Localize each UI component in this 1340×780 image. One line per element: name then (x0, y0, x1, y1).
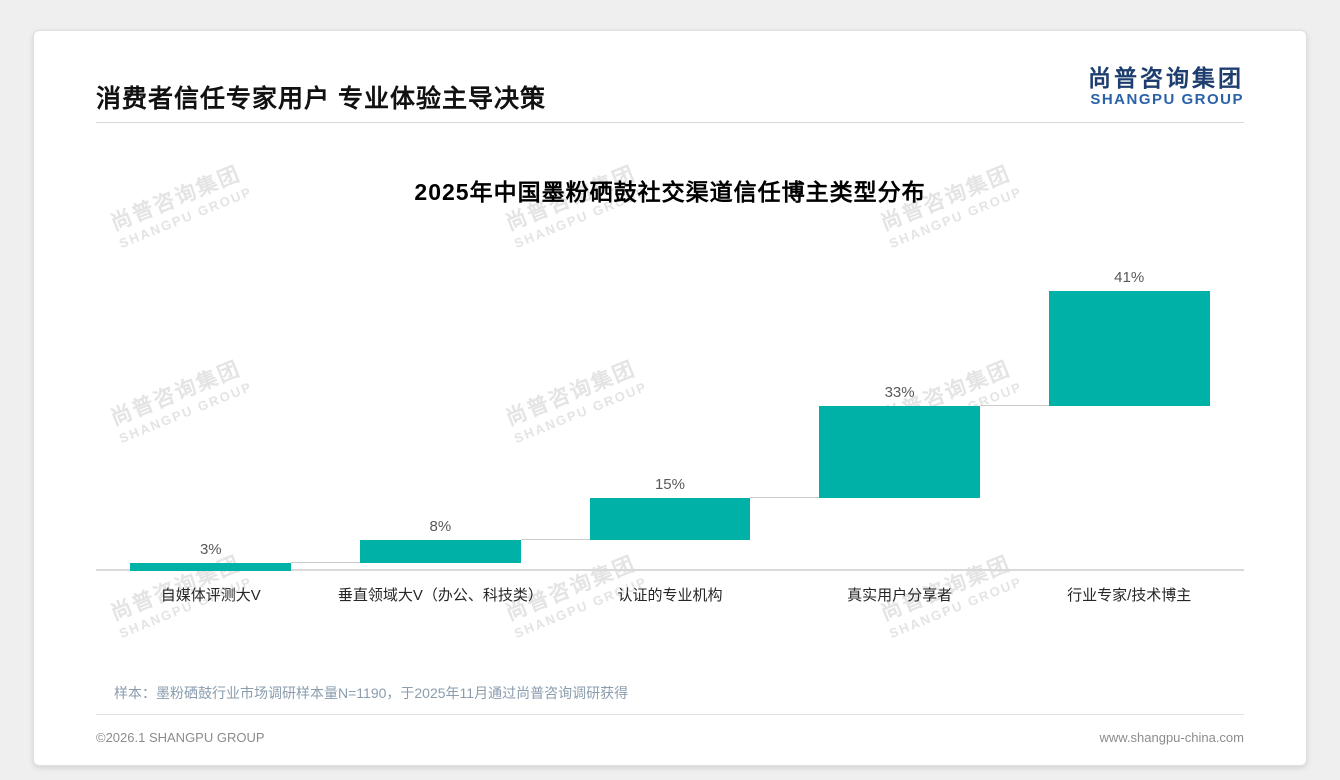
bar-value-label: 3% (199, 540, 222, 558)
bar-value-label: 8% (429, 518, 452, 536)
brand-logo-chinese: 尚普咨询集团 (1088, 65, 1244, 91)
slide-card: 尚普咨询集团 SHANGPU GROUP 尚普咨询集团 SHANGPU GROUP 尚普… (33, 30, 1307, 766)
waterfall-chart: 3% 8% 15% 33% 41% 自媒体评测大V 垂直领域大V（办公、科技类） 认证的专业… (96, 266, 1244, 605)
category-axis: 自媒体评测大V 垂直领域大V（办公、科技类） 认证的专业机构 真实用户分享者 行业专家/… (96, 571, 1244, 605)
bar-value-label: 33% (884, 383, 915, 401)
waterfall-connector (979, 404, 1049, 406)
sample-note: 样本：墨粉硒鼓行业市场调研样本量N=1190，于2025年11月通过尚普咨询调研… (114, 685, 629, 701)
footer-divider (96, 714, 1244, 715)
category-label: 垂直领域大V（办公、科技类） (337, 587, 543, 604)
brand-logo-english: SHANGPU GROUP (1090, 91, 1244, 109)
chart-baseline-axis (96, 569, 1244, 571)
bar-5 (1048, 291, 1210, 406)
waterfall-connector (291, 561, 361, 563)
header: 消费者信任专家用户 专业体验主导决策 尚普咨询集团 SHANGPU GROUP (96, 65, 1244, 115)
waterfall-connector (750, 497, 820, 499)
website-text: www.shangpu-china.com (1099, 730, 1244, 745)
category-label: 认证的专业机构 (617, 587, 723, 604)
chart-plot-area: 3% 8% 15% 33% 41% (96, 266, 1244, 571)
header-divider (96, 122, 1244, 123)
bar-2 (360, 540, 521, 563)
category-label: 自媒体评测大V (160, 587, 261, 604)
chart-title: 2025年中国墨粉硒鼓社交渠道信任博主类型分布 (414, 179, 926, 205)
bar-value-label: 41% (1114, 269, 1145, 286)
bar-3 (589, 498, 751, 541)
bar-value-label: 15% (654, 476, 685, 494)
bar-1 (130, 562, 292, 571)
brand-logo: 尚普咨询集团 SHANGPU GROUP (1088, 65, 1244, 109)
footer: ©2026.1 SHANGPU GROUP www.shangpu-china.… (96, 730, 1244, 745)
copyright-text: ©2026.1 SHANGPU GROUP (96, 730, 265, 745)
category-label: 行业专家/技术博主 (1067, 587, 1192, 604)
bar-4 (819, 405, 980, 499)
category-label: 真实用户分享者 (847, 587, 953, 604)
page-title: 消费者信任专家用户 专业体验主导决策 (96, 85, 546, 113)
waterfall-connector (520, 539, 590, 541)
